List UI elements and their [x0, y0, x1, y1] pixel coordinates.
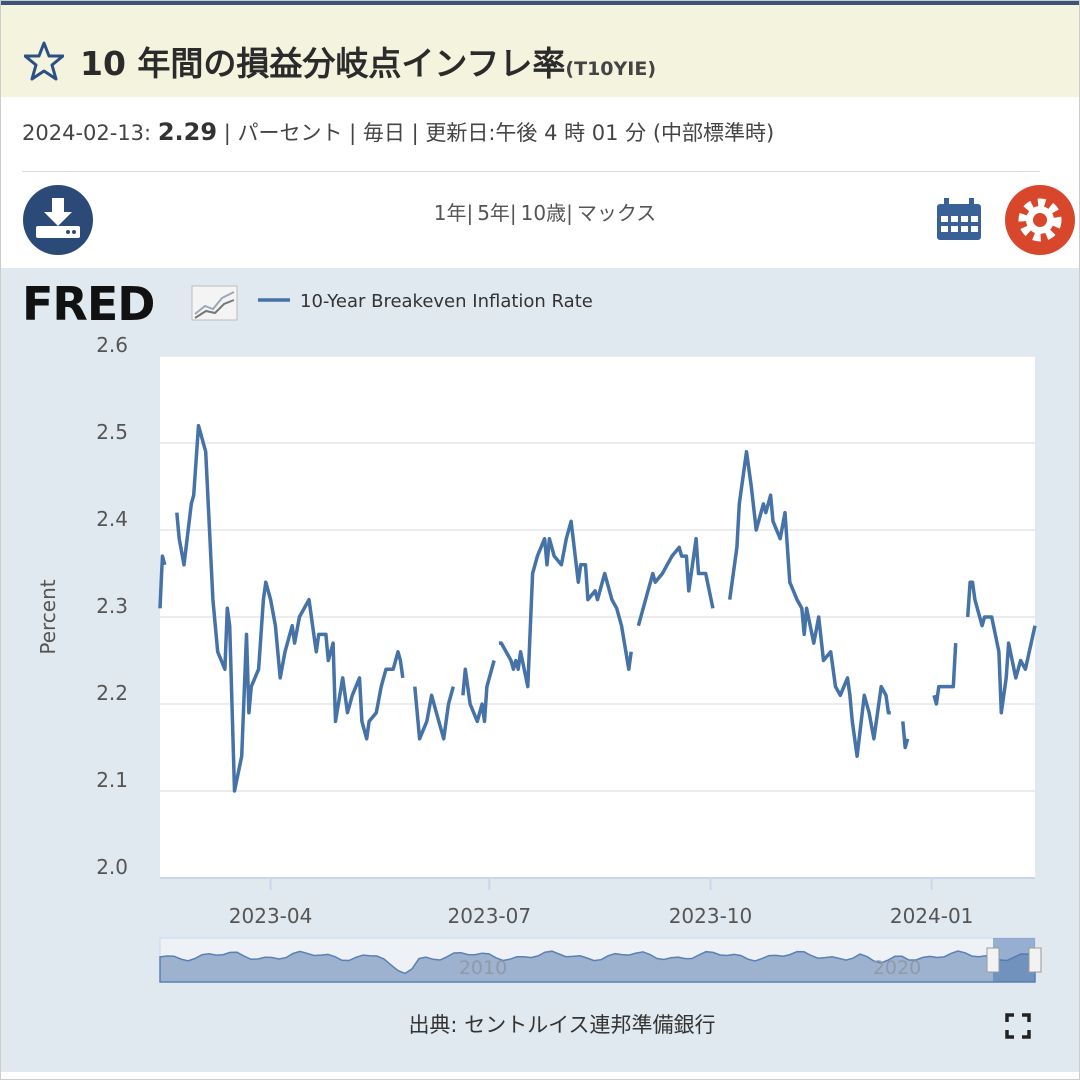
x-tick-label: 2024-01 — [890, 904, 974, 928]
logo-icon — [191, 285, 238, 321]
x-tick-label: 2023-10 — [669, 904, 753, 928]
favorite-star[interactable] — [24, 41, 64, 81]
range-buttons: 1年| 5年| 10歳| マックス — [0, 197, 1080, 226]
y-tick-label: 2.0 — [96, 855, 128, 879]
settings-button[interactable] — [1005, 185, 1075, 255]
info-line: 2024-02-13: 2.29 | パーセント | 毎日 | 更新日:午後 4… — [22, 117, 774, 147]
navigator-label: 2020 — [873, 957, 921, 979]
obs-date: 2024-02-13: — [22, 121, 152, 145]
series-title: 10 年間の損益分岐点インフレ率 — [80, 44, 566, 83]
title: 10 年間の損益分岐点インフレ率(T10YIE) — [80, 37, 656, 85]
navigator-selection — [993, 938, 1035, 982]
data-line — [158, 423, 1037, 793]
title-bar: 10 年間の損益分岐点インフレ率(T10YIE) — [0, 5, 1080, 97]
range-5y[interactable]: 5年| — [477, 201, 517, 225]
navigator-handle[interactable] — [986, 947, 1000, 973]
toolbar-icons — [23, 185, 1075, 255]
series-code: (T10YIE) — [565, 58, 656, 80]
range-max[interactable]: マックス — [576, 201, 657, 225]
chart: FRED 出典: セントルイス連邦準備銀行 2.0 2.1 2.2 2.3 2.4 2.5… — [0, 268, 1080, 1072]
obs-meta: | パーセント | 毎日 | 更新日:午後 4 時 01 分 (中部標準時) — [223, 121, 775, 145]
navigator-handle[interactable] — [1028, 947, 1042, 973]
legend-label: 10-Year Breakeven Inflation Rate — [300, 291, 593, 312]
divider — [22, 171, 1040, 172]
fred-logo: FRED — [22, 277, 154, 331]
navigator-area — [159, 950, 1036, 983]
y-tick-label: 2.5 — [96, 420, 128, 444]
download-button[interactable] — [23, 185, 93, 255]
obs-value: 2.29 — [157, 118, 218, 146]
x-tick-label: 2023-07 — [448, 904, 532, 928]
y-tick-label: 2.6 — [96, 333, 128, 357]
calendar-button[interactable] — [937, 198, 981, 240]
y-tick-label: 2.3 — [96, 594, 128, 618]
y-tick-label: 2.2 — [96, 681, 128, 705]
range-1y[interactable]: 1年| — [433, 201, 474, 225]
navigator: 2010 2020 — [159, 937, 1042, 983]
fullscreen-button[interactable] — [1005, 1013, 1031, 1039]
x-tick-label: 2023-04 — [229, 904, 313, 928]
source: 出典: セントルイス連邦準備銀行 — [408, 1013, 715, 1037]
range-10y[interactable]: 10歳| — [520, 201, 573, 225]
top-bar — [0, 0, 1080, 5]
navigator-label: 2010 — [459, 957, 507, 979]
y-tick-label: 2.1 — [96, 768, 128, 792]
y-tick-label: 2.4 — [96, 507, 128, 531]
y-axis-label: Percent — [36, 579, 60, 654]
